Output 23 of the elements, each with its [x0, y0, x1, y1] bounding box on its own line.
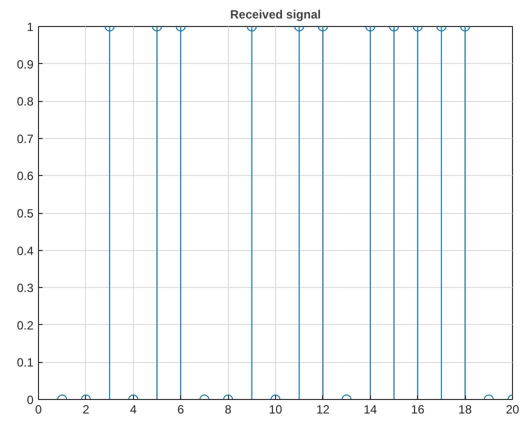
chart-title: Received signal — [230, 8, 321, 22]
x-tick-label: 20 — [506, 402, 520, 416]
x-tick-label: 2 — [82, 402, 90, 416]
x-tick-label: 4 — [130, 402, 137, 416]
y-tick-label: 0.4 — [16, 244, 34, 258]
y-tick-label: 0.7 — [16, 132, 34, 146]
x-tick-label: 12 — [316, 402, 330, 416]
x-tick-label: 10 — [268, 402, 282, 416]
y-tick-label: 0.6 — [16, 169, 34, 184]
y-tick-label: 0 — [26, 393, 34, 407]
x-tick-label: 18 — [458, 402, 472, 416]
y-tick-label: 1 — [26, 20, 34, 34]
y-tick-label: 0.2 — [16, 318, 34, 332]
x-tick-label: 14 — [364, 402, 378, 416]
x-tick-label: 8 — [224, 402, 232, 416]
x-tick-label: 0 — [35, 402, 42, 416]
y-tick-label: 0.9 — [16, 57, 34, 72]
y-tick-label: 0.8 — [16, 94, 34, 109]
y-tick-label: 0.5 — [16, 206, 34, 220]
y-tick-label: 0.1 — [16, 356, 34, 370]
x-tick-label: 16 — [411, 402, 425, 416]
x-tick-label: 6 — [177, 402, 184, 416]
y-tick-label: 0.3 — [16, 281, 34, 296]
